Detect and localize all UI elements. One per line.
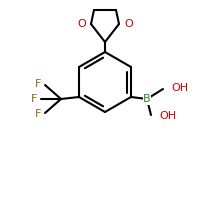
Text: F: F <box>35 79 41 89</box>
Text: F: F <box>35 109 41 119</box>
Text: OH: OH <box>171 83 188 93</box>
Text: O: O <box>77 19 86 29</box>
Text: OH: OH <box>159 111 176 121</box>
Text: F: F <box>31 94 37 104</box>
Text: O: O <box>124 19 133 29</box>
Text: B: B <box>143 94 151 104</box>
